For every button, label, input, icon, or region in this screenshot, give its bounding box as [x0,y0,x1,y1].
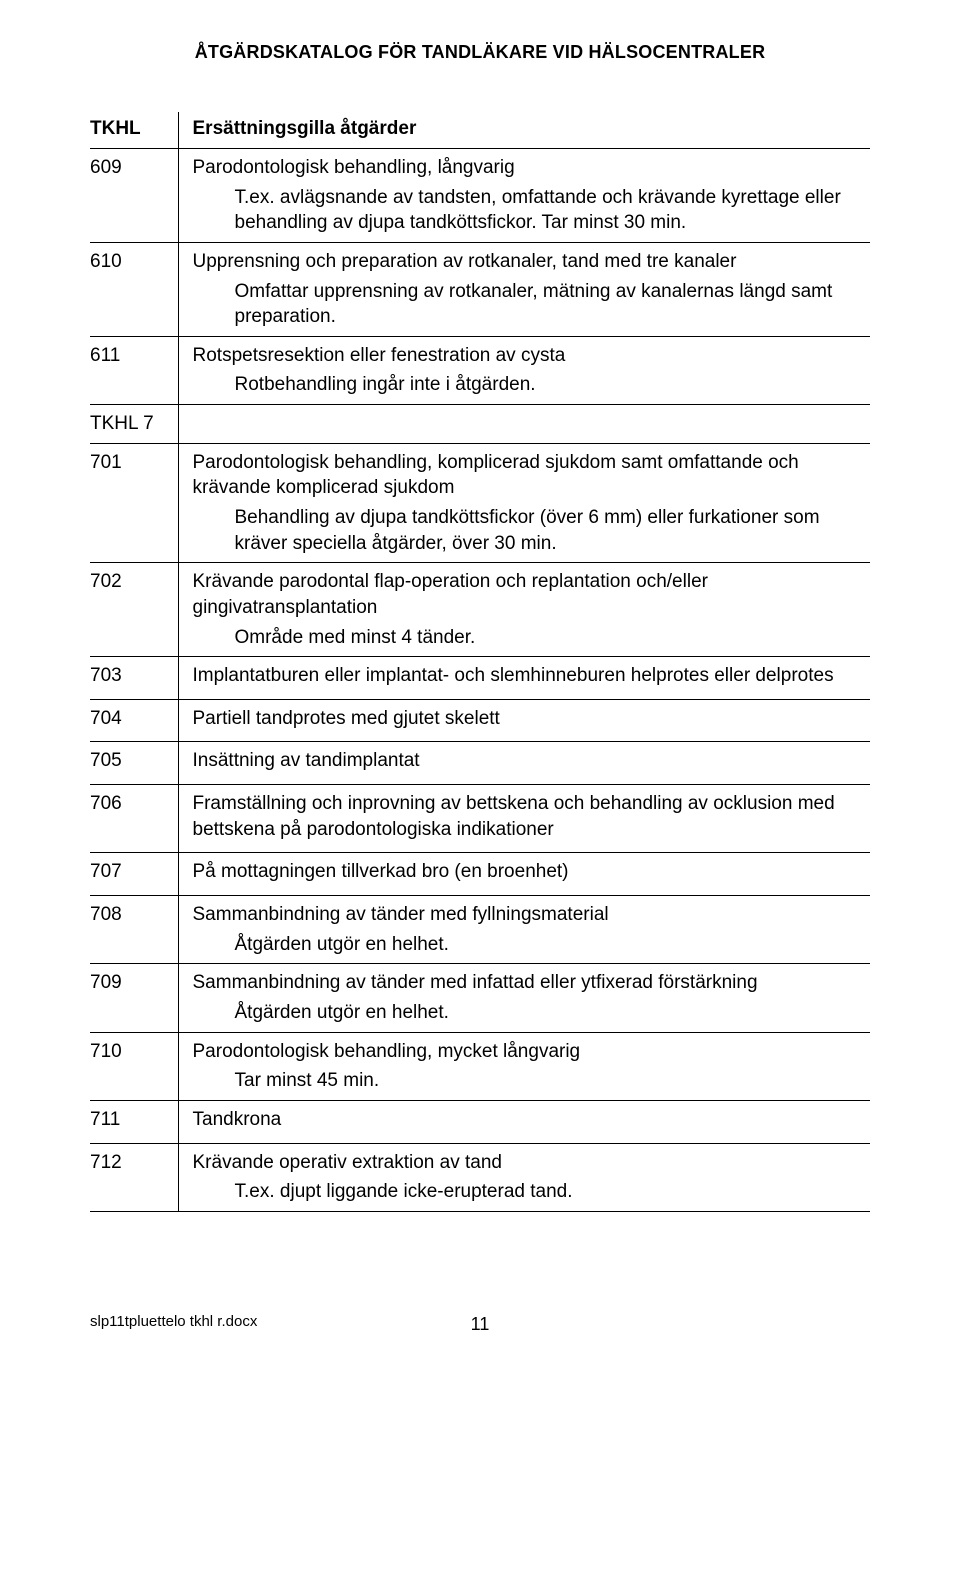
page-footer: slp11tpluettelo tkhl r.docx 11 slp11tplu… [90,1312,870,1336]
row-desc: Rotspetsresektion eller fenestration av … [178,336,870,404]
row-code: 706 [90,785,178,853]
table-row: 707 På mottagningen tillverkad bro (en br… [90,853,870,896]
table-row: 711 Tandkrona [90,1100,870,1143]
row-desc-main: Sammanbindning av tänder med fyllningsma… [193,902,861,928]
row-desc-main: Parodontologisk behandling, komplicerad … [193,450,861,501]
row-desc-sub: T.ex. avlägsnande av tandsten, omfattand… [235,185,861,236]
col-header-desc: Ersättningsgilla åtgärder [178,112,870,148]
row-code: 702 [90,563,178,657]
row-desc: Sammanbindning av tänder med fyllningsma… [178,896,870,964]
row-desc-sub: Omfattar upprensning av rotkanaler, mätn… [235,279,861,330]
table-row: 705 Insättning av tandimplantat [90,742,870,785]
row-code: 709 [90,964,178,1032]
col-header-code: TKHL [90,112,178,148]
row-desc: Parodontologisk behandling, långvarig T.e… [178,148,870,242]
table-row: 712 Krävande operativ extraktion av tand T… [90,1143,870,1211]
table-row: 611 Rotspetsresektion eller fenestration … [90,336,870,404]
table-row: 703 Implantatburen eller implantat- och s… [90,657,870,700]
row-code: 609 [90,148,178,242]
row-desc-main: Parodontologisk behandling, långvarig [193,155,861,181]
table-row: 610 Upprensning och preparation av rotkan… [90,242,870,336]
row-code: 711 [90,1100,178,1143]
table-row: 710 Parodontologisk behandling, mycket lå… [90,1032,870,1100]
row-desc: På mottagningen tillverkad bro (en broen… [178,853,870,896]
row-desc-main: Partiell tandprotes med gjutet skelett [193,706,861,732]
page-title: ÅTGÄRDSKATALOG FÖR TANDLÄKARE VID HÄLSOC… [90,40,870,64]
row-desc: Sammanbindning av tänder med infattad el… [178,964,870,1032]
row-desc: Tandkrona [178,1100,870,1143]
table-row: 706 Framställning och inprovning av betts… [90,785,870,853]
row-desc-main: På mottagningen tillverkad bro (en broen… [193,859,861,885]
row-desc: Framställning och inprovning av bettsken… [178,785,870,853]
row-code: 705 [90,742,178,785]
row-desc: Insättning av tandimplantat [178,742,870,785]
row-desc-sub: Rotbehandling ingår inte i åtgärden. [235,372,861,398]
row-desc: Partiell tandprotes med gjutet skelett [178,699,870,742]
table-row: 609Parodontologisk behandling, långvarig… [90,148,870,242]
row-desc: Krävande operativ extraktion av tand T.ex… [178,1143,870,1211]
row-code: 703 [90,657,178,700]
row-code: 704 [90,699,178,742]
table-row: 704 Partiell tandprotes med gjutet skelet… [90,699,870,742]
row-desc-main: Krävande parodontal flap-operation och r… [193,569,861,620]
row-code: 708 [90,896,178,964]
row-desc-main: Insättning av tandimplantat [193,748,861,774]
row-code: 712 [90,1143,178,1211]
row-desc: Parodontologisk behandling, mycket långv… [178,1032,870,1100]
row-desc: Krävande parodontal flap-operation och r… [178,563,870,657]
row-desc-sub: T.ex. djupt liggande icke-erupterad tand… [235,1179,861,1205]
row-desc: Parodontologisk behandling, komplicerad … [178,443,870,563]
row-desc-main: Rotspetsresektion eller fenestration av … [193,343,861,369]
footer-filename: slp11tpluettelo tkhl r.docx [90,1312,257,1336]
row-code: TKHL 7 [90,405,178,444]
row-desc: Upprensning och preparation av rotkanale… [178,242,870,336]
row-desc-main: Krävande operativ extraktion av tand [193,1150,861,1176]
row-desc-main: Upprensning och preparation av rotkanale… [193,249,861,275]
row-desc-main: Tandkrona [193,1107,861,1133]
row-code: 701 [90,443,178,563]
row-desc [178,405,870,444]
row-code: 707 [90,853,178,896]
row-desc: Implantatburen eller implantat- och slem… [178,657,870,700]
row-desc-main: Framställning och inprovning av bettsken… [193,791,861,842]
row-desc-main: Parodontologisk behandling, mycket långv… [193,1039,861,1065]
row-desc-sub: Tar minst 45 min. [235,1068,861,1094]
row-code: 710 [90,1032,178,1100]
table-row: 702 Krävande parodontal flap-operation oc… [90,563,870,657]
row-desc-sub: Område med minst 4 tänder. [235,625,861,651]
table-row: 708 Sammanbindning av tänder med fyllning… [90,896,870,964]
footer-page-number: 11 [257,1312,702,1336]
row-code: 610 [90,242,178,336]
table-row: 709 Sammanbindning av tänder med infattad… [90,964,870,1032]
table-row: 701 Parodontologisk behandling, komplicer… [90,443,870,563]
table-row: TKHL 7 [90,405,870,444]
catalog-table: TKHL Ersättningsgilla åtgärder 609Parodo… [90,112,870,1212]
row-desc-main: Implantatburen eller implantat- och slem… [193,663,861,689]
row-desc-sub: Behandling av djupa tandköttsfickor (öve… [235,505,861,556]
row-desc-main: Sammanbindning av tänder med infattad el… [193,970,861,996]
row-code: 611 [90,336,178,404]
row-desc-sub: Åtgärden utgör en helhet. [235,1000,861,1026]
row-desc-sub: Åtgärden utgör en helhet. [235,932,861,958]
